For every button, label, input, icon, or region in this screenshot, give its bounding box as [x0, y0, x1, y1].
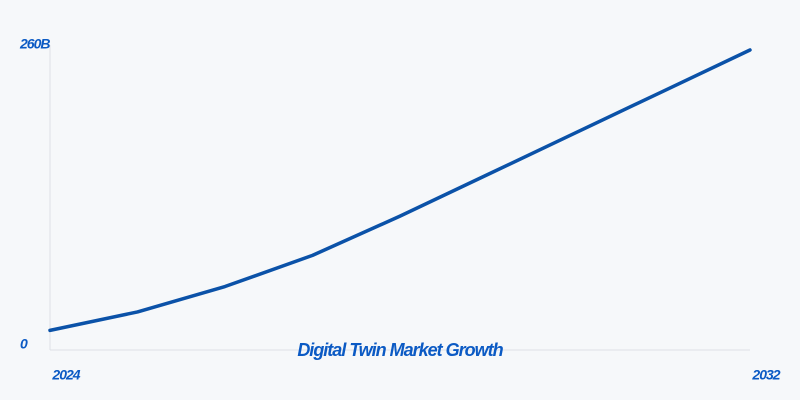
- line-series: [48, 48, 752, 333]
- y-tick-label: 0: [20, 336, 28, 352]
- x-tick-label: 2032: [751, 367, 780, 383]
- x-tick-label: 2024: [51, 367, 80, 383]
- chart-title: Digital Twin Market Growth: [297, 340, 503, 360]
- y-tick-label: 260B: [19, 36, 50, 52]
